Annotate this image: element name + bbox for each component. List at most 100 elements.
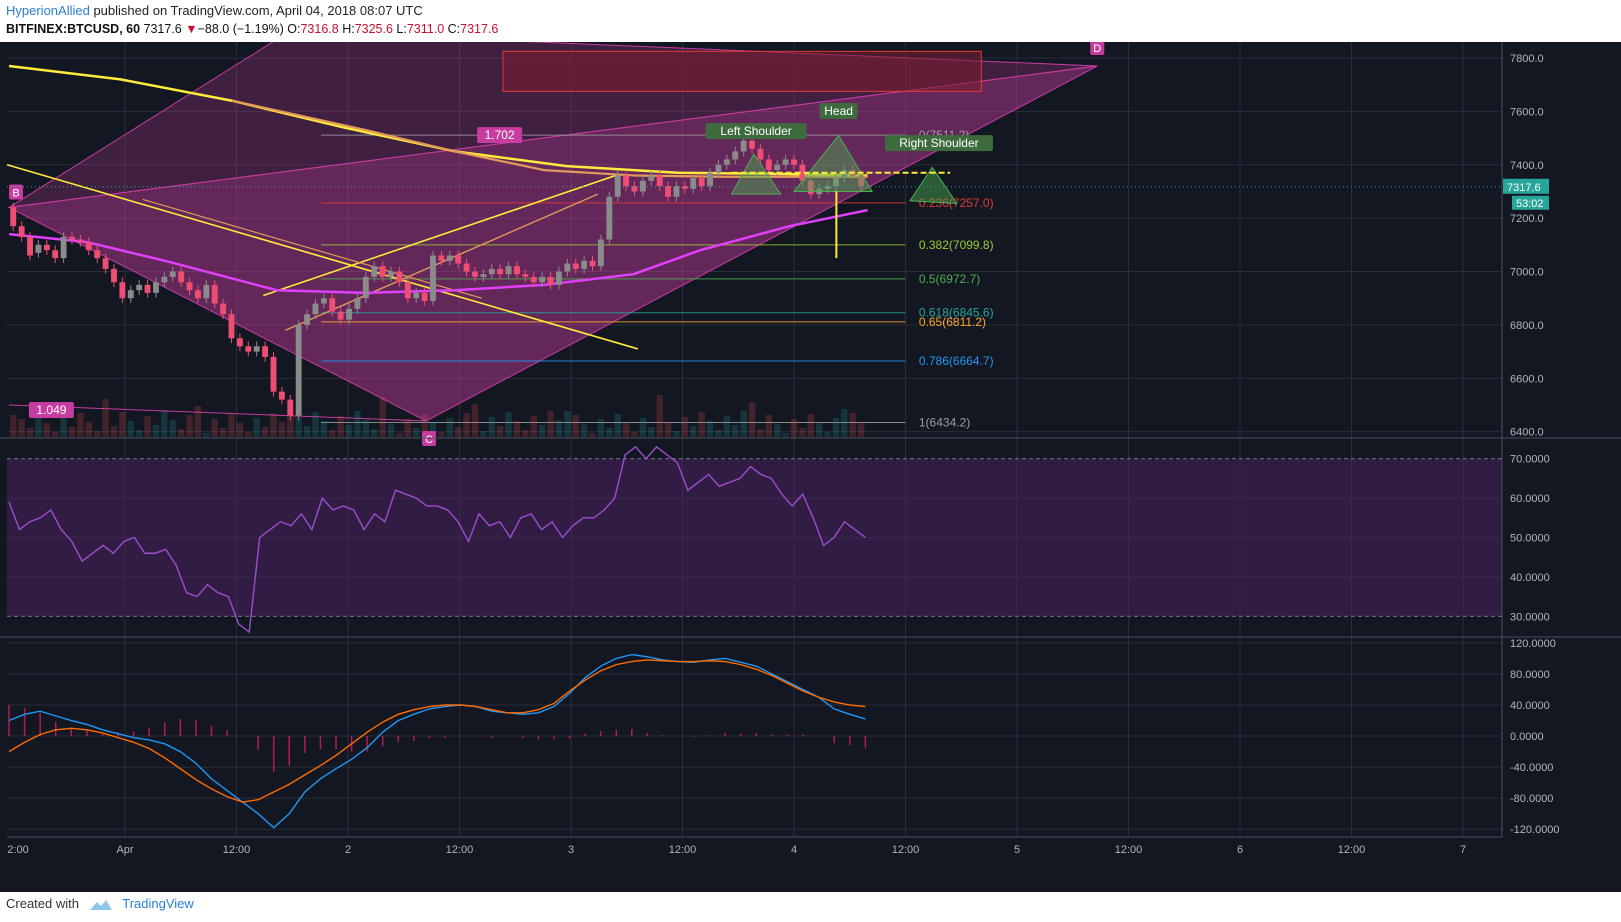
volume-bar xyxy=(77,413,84,437)
candle-body xyxy=(648,175,655,181)
volume-bar xyxy=(530,416,537,437)
author-link[interactable]: HyperionAllied xyxy=(6,3,90,18)
ratio-1702-label-bg xyxy=(477,127,523,144)
candle-body xyxy=(169,271,176,277)
candle-body xyxy=(497,268,504,275)
candle-body xyxy=(43,244,50,251)
volume-bar xyxy=(85,422,92,437)
candle-body xyxy=(639,180,646,192)
candle-body xyxy=(665,186,672,197)
candle-body xyxy=(354,298,361,309)
candle-body xyxy=(597,239,604,267)
candle-body xyxy=(144,284,151,293)
candle-body xyxy=(723,159,730,165)
candle-body xyxy=(791,159,797,165)
signal-line xyxy=(8,659,866,803)
volume-bar xyxy=(522,430,529,437)
volume-bar xyxy=(824,432,831,437)
volume-bar xyxy=(203,433,210,437)
candle-body xyxy=(530,276,537,283)
volume-bar xyxy=(18,419,25,437)
chart-canvas[interactable]: 0(7511.2)0.236(7257.0)0.382(7099.8)0.5(6… xyxy=(0,42,1621,892)
candle-body xyxy=(824,186,831,189)
x-tick-label: 2:00 xyxy=(7,844,28,856)
fib-level-label: 0.65(6811.2) xyxy=(919,315,986,329)
macd-line xyxy=(8,653,866,829)
volume-bar xyxy=(413,428,420,437)
candle-body xyxy=(52,250,59,259)
volume-bar xyxy=(698,412,705,437)
candle-body xyxy=(681,186,688,189)
candle-body xyxy=(732,151,739,160)
open-value: 7316.8 xyxy=(300,22,339,36)
volume-bar xyxy=(228,414,235,437)
candle-body xyxy=(186,282,193,291)
volume-bar xyxy=(177,429,185,437)
last-price-axis-label: 7317.6 xyxy=(1507,182,1541,194)
y-tick-label: 6800.0 xyxy=(1510,320,1544,332)
ratio-1702-label: 1.702 xyxy=(485,128,515,142)
candle-body xyxy=(581,260,588,269)
volume-bar xyxy=(135,430,143,437)
volume-bar xyxy=(429,423,437,437)
candle-body xyxy=(329,298,336,312)
candle-body xyxy=(278,391,285,400)
x-tick-label: 12:00 xyxy=(223,844,251,856)
candle-body xyxy=(707,172,713,187)
head-shape xyxy=(792,134,873,192)
candle-body xyxy=(715,164,722,173)
candle-body xyxy=(631,186,638,192)
countdown-label: 53:02 xyxy=(1516,198,1544,210)
candle-body xyxy=(194,290,201,299)
volume-bar xyxy=(547,411,554,437)
candle-body xyxy=(362,276,369,299)
x-tick-label: 2 xyxy=(345,844,351,856)
volume-bar xyxy=(857,422,865,437)
left-shoulder-label-bg xyxy=(705,123,807,140)
down-arrow-icon: ▼ xyxy=(185,22,198,36)
candle-body xyxy=(799,164,806,181)
volume-bar xyxy=(664,422,672,437)
candle-body xyxy=(564,263,571,272)
volume-bar xyxy=(538,425,546,437)
candle-body xyxy=(69,236,75,240)
volume-bar xyxy=(211,419,218,437)
candle-body xyxy=(127,290,134,299)
candle-body xyxy=(740,140,747,152)
ratio-line xyxy=(9,404,427,422)
candle-body xyxy=(304,314,311,325)
volume-bar xyxy=(119,412,126,437)
price-change: −88.0 (−1.19%) xyxy=(197,22,284,36)
candle-body xyxy=(245,346,252,352)
volume-bar xyxy=(245,432,252,437)
candle-body xyxy=(211,284,218,304)
candle-body xyxy=(111,268,117,283)
volume-bar xyxy=(52,432,59,437)
volume-bar xyxy=(26,428,34,437)
volume-bar xyxy=(765,415,773,437)
candle-body xyxy=(572,263,579,269)
candle-body xyxy=(623,175,630,187)
candle-body xyxy=(295,324,302,416)
x-tick-label: 3 xyxy=(568,844,574,856)
volume-bar xyxy=(236,423,244,437)
volume-bar xyxy=(463,413,470,437)
volume-bar xyxy=(748,402,756,437)
open-label: O: xyxy=(287,22,301,36)
volume-bar xyxy=(421,414,428,437)
volume-bar xyxy=(438,432,445,437)
rsi-tick-label: 50.0000 xyxy=(1510,533,1550,545)
tradingview-link[interactable]: TradingView xyxy=(122,896,194,911)
low-label: L: xyxy=(396,22,407,36)
volume-bar xyxy=(261,427,269,437)
volume-bar xyxy=(639,418,647,437)
candle-body xyxy=(253,346,260,352)
candle-body xyxy=(413,292,420,299)
candle-body xyxy=(833,178,839,187)
low-value: 7311.0 xyxy=(406,22,445,36)
candle-body xyxy=(220,303,227,315)
candle-body xyxy=(35,244,42,253)
candle-body xyxy=(547,276,554,285)
volume-bar xyxy=(782,433,789,437)
